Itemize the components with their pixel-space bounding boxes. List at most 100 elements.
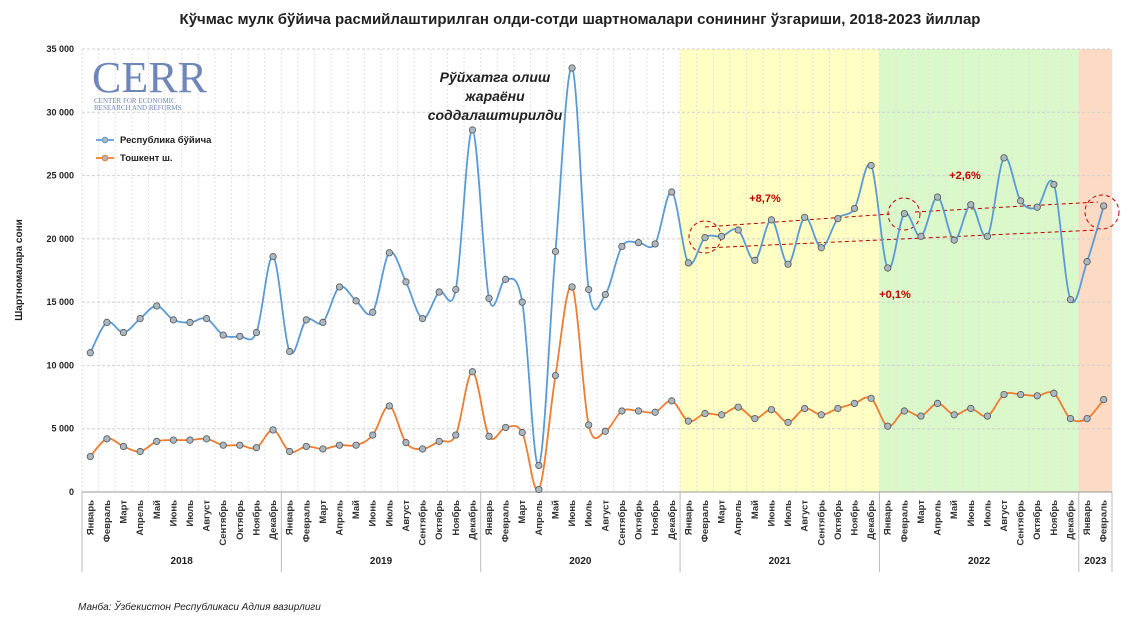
x-tick-label: Март — [717, 500, 728, 524]
x-tick-label: Август — [401, 500, 412, 532]
point — [535, 485, 543, 494]
point — [219, 441, 227, 449]
point — [933, 193, 942, 201]
x-tick-label: Август — [202, 500, 213, 532]
point — [701, 233, 709, 242]
x-tick-label: Сентябрь — [816, 500, 827, 546]
x-tick-label: Сентябрь — [1016, 500, 1027, 546]
source: Манба: Ўзбекистон Республикаси Адлия ваз… — [78, 600, 321, 613]
annotation: жараёни — [464, 88, 525, 104]
point — [801, 213, 809, 221]
point — [967, 201, 975, 209]
y-axis-label: Шартномалара сони — [14, 219, 25, 321]
point — [202, 314, 211, 323]
x-tick-label: Январь — [484, 500, 495, 535]
point — [502, 423, 510, 432]
point — [917, 232, 925, 240]
point — [219, 331, 227, 339]
x-tick-label: Май — [152, 500, 163, 519]
point — [1066, 296, 1075, 304]
x-tick-label: Август — [800, 500, 811, 532]
point — [834, 215, 842, 223]
point — [734, 226, 742, 234]
point — [784, 418, 792, 426]
x-tick-label: Февраль — [501, 500, 512, 542]
point — [119, 328, 128, 337]
point — [634, 239, 643, 247]
series — [86, 64, 1108, 494]
x-tick-label: Январь — [285, 500, 296, 535]
point — [634, 407, 643, 415]
point — [983, 232, 992, 240]
x-tick-label: Февраль — [700, 500, 711, 542]
x-tick-label: Июнь — [766, 500, 777, 527]
legend-marker — [101, 154, 109, 162]
point — [701, 409, 709, 418]
x-tick-label: Июль — [584, 500, 595, 527]
chart-title: Кўчмас мулк бўйича расмийлаштирилган олд… — [180, 11, 981, 28]
point — [1083, 414, 1091, 423]
annotation: соддалаштирилди — [428, 107, 563, 123]
x-tick-label: Июнь — [368, 500, 379, 527]
x-tick-label: Февраль — [1099, 500, 1110, 542]
point — [468, 126, 477, 134]
x-tick-label: Сентябрь — [617, 500, 628, 546]
point — [518, 298, 526, 306]
point — [834, 404, 842, 413]
point — [236, 441, 244, 449]
point — [734, 403, 742, 411]
x-tick-label: Декабрь — [467, 500, 478, 540]
point — [601, 427, 609, 435]
x-tick-label: Май — [550, 500, 561, 519]
x-tick-label: Май — [750, 500, 761, 519]
point — [1000, 390, 1008, 399]
annotation: +2,6% — [949, 170, 981, 182]
point — [1050, 389, 1058, 397]
point — [801, 404, 809, 413]
point — [668, 397, 676, 405]
point — [385, 402, 393, 410]
y-tick-label: 5 000 — [51, 424, 74, 434]
x-tick-label: Июль — [185, 500, 196, 527]
x-tick-label: Октябрь — [1032, 500, 1043, 540]
legend-label: Республика бўйича — [120, 135, 212, 146]
point — [302, 316, 310, 324]
legend-marker — [101, 136, 109, 144]
point — [335, 283, 344, 291]
point — [950, 411, 958, 419]
x-tick-label: Июль — [783, 500, 794, 527]
point — [319, 318, 327, 326]
point — [286, 347, 294, 356]
x-tick-label: Август — [600, 500, 611, 532]
x-tick-label: Апрель — [733, 500, 744, 536]
point — [551, 371, 560, 380]
x-tick-label: Апрель — [933, 500, 944, 536]
year-label: 2020 — [569, 556, 592, 567]
y-tick-label: 35 000 — [46, 44, 74, 54]
x-tick-label: Январь — [1082, 500, 1093, 535]
x-tick-label: Февраль — [899, 500, 910, 542]
y-tick-label: 25 000 — [46, 171, 74, 181]
x-tick-label: Февраль — [301, 500, 312, 542]
annotation: +8,7% — [749, 193, 781, 205]
point — [485, 294, 493, 302]
x-tick-label: Октябрь — [634, 500, 645, 540]
point — [535, 461, 543, 470]
point — [1033, 203, 1041, 211]
point — [302, 442, 310, 451]
x-tick-label: Март — [916, 500, 927, 524]
x-tick-label: Ноябрь — [251, 500, 262, 536]
x-tick-label: Сентябрь — [218, 500, 229, 546]
point — [402, 278, 410, 286]
point — [1017, 390, 1025, 399]
annotation: Рўйхатга олиш — [440, 69, 551, 85]
point — [385, 249, 393, 257]
point — [618, 242, 626, 251]
x-tick-label: Ноябрь — [650, 500, 661, 536]
point — [1083, 258, 1091, 266]
grid — [81, 48, 1113, 572]
point — [236, 332, 244, 340]
point — [867, 394, 875, 402]
x-tick-label: Январь — [683, 500, 694, 535]
x-tick-label: Февраль — [102, 500, 113, 542]
